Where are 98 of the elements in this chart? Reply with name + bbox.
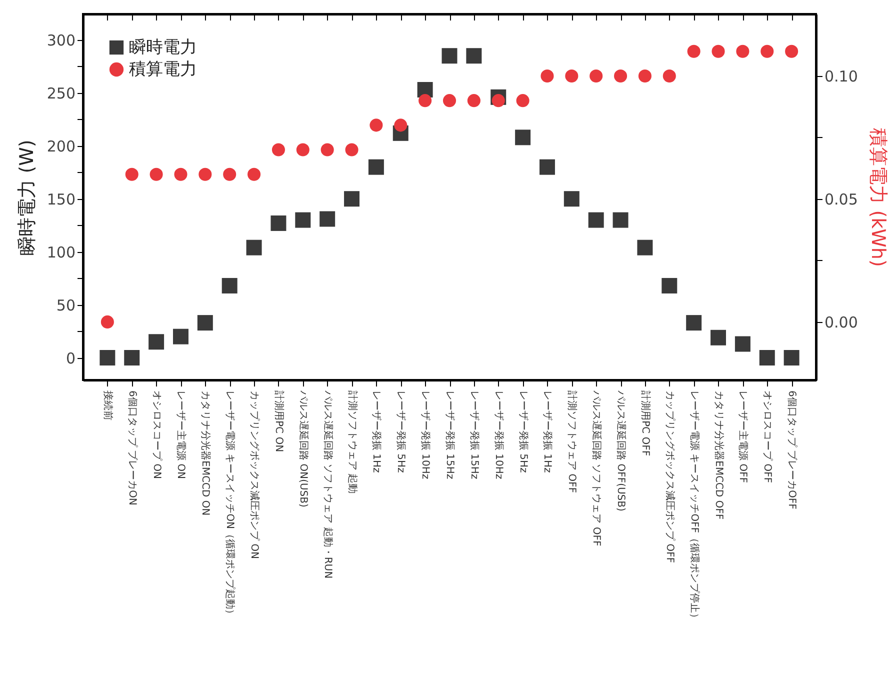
point xyxy=(442,48,458,64)
x-tick-label: 計測ソフトウェア OFF xyxy=(566,390,578,494)
point xyxy=(172,328,188,344)
point xyxy=(662,278,678,294)
x-tick-label: 接続前 xyxy=(102,390,114,420)
point xyxy=(296,143,310,156)
x-tick-label: レーザー発振 1Hz xyxy=(370,390,383,473)
y-tick-label: 0 xyxy=(66,349,76,368)
x-tick-label: 計測ソフトウェア 起動 xyxy=(346,390,358,494)
point xyxy=(222,278,238,294)
x-tick-label: カタリナ分光器EMCCD ON xyxy=(200,390,212,516)
legend-label: 瞬時電力 xyxy=(129,38,197,58)
x-tick-label: レーザー電源 キースイッチOFF（循環ポンプ停止） xyxy=(688,390,700,624)
point xyxy=(442,94,456,108)
x-tick-label: パルス遅延回路 ON(USB) xyxy=(297,390,310,508)
y-tick-label: 50 xyxy=(56,296,76,314)
point xyxy=(466,48,482,64)
x-tick-label: レーザー発振 15Hz xyxy=(468,390,480,480)
point xyxy=(150,168,163,181)
point xyxy=(564,191,580,207)
x-tick-label: 計測用PC OFF xyxy=(639,390,652,456)
y2-axis-title: 積算電力 (kWh) xyxy=(866,128,889,267)
x-tick-label: レーザー電源 キースイッチON（循環ポンプ起動） xyxy=(224,390,236,620)
point xyxy=(368,159,384,175)
y-tick-label: 100 xyxy=(46,243,76,262)
point xyxy=(515,130,531,146)
legend-label: 積算電力 xyxy=(129,60,197,80)
point xyxy=(539,159,555,175)
point xyxy=(197,315,213,331)
point xyxy=(734,336,750,352)
y2-tick-label: 0.05 xyxy=(824,190,858,208)
x-tick-label: レーザー発振 15Hz xyxy=(444,390,456,480)
x-tick-label: 6個口タップ ブレーカON xyxy=(126,390,138,506)
point xyxy=(710,330,726,346)
y-tick-label: 200 xyxy=(46,137,76,156)
point xyxy=(272,143,285,156)
point xyxy=(100,315,114,328)
point xyxy=(148,334,164,350)
x-tick-label: レーザー発振 10Hz xyxy=(420,390,432,480)
y2-tick-label: 0.00 xyxy=(824,313,858,332)
x-tick-label: レーザー発振 1Hz xyxy=(542,390,554,473)
x-tick-label: カタリナ分光器EMCCD OFF xyxy=(712,390,725,520)
point xyxy=(712,44,725,58)
point xyxy=(125,168,138,181)
point xyxy=(248,168,261,181)
point xyxy=(588,212,604,228)
x-tick-label: 6個口タップ ブレーカOFF xyxy=(786,390,798,510)
point xyxy=(295,212,311,228)
point xyxy=(662,69,676,82)
point xyxy=(590,69,603,82)
point xyxy=(736,44,750,58)
x-tick-label: レーザー主電源 ON xyxy=(175,390,188,480)
point xyxy=(223,168,236,181)
point xyxy=(516,94,530,108)
x-tick-label: 計測用PC ON xyxy=(272,390,285,452)
point xyxy=(320,143,334,156)
point xyxy=(565,69,578,82)
point xyxy=(612,212,628,228)
point xyxy=(174,168,188,181)
point xyxy=(492,94,505,108)
point xyxy=(686,315,702,331)
point xyxy=(785,44,798,58)
x-tick-label: カップリングボックス減圧ポンプ ON xyxy=(248,390,261,560)
point xyxy=(394,118,408,132)
y-axis-title: 瞬時電力 (W) xyxy=(16,140,38,256)
x-tick-label: レーザー発振 5Hz xyxy=(395,390,408,473)
point xyxy=(638,69,652,82)
x-tick-label: オシロスコープ ON xyxy=(150,390,163,480)
point xyxy=(198,168,212,181)
x-tick-label: レーザー発振 10Hz xyxy=(492,390,505,480)
point xyxy=(270,215,286,231)
point xyxy=(418,94,432,108)
point xyxy=(320,211,336,227)
x-tick-label: パルス遅延回路 OFF(USB) xyxy=(615,390,628,512)
point xyxy=(540,69,554,82)
y2-tick-label: 0.10 xyxy=(824,67,858,86)
y-tick-label: 150 xyxy=(46,190,76,208)
point xyxy=(687,44,700,58)
x-tick-label: オシロスコープ OFF xyxy=(762,390,774,484)
x-tick-label: カップリングボックス減圧ポンプ OFF xyxy=(664,390,676,564)
point xyxy=(784,350,800,366)
y-tick-label: 300 xyxy=(46,31,76,50)
point xyxy=(100,350,116,366)
point xyxy=(370,118,383,132)
point xyxy=(760,44,774,58)
point xyxy=(467,94,480,108)
point xyxy=(344,191,360,207)
point xyxy=(345,143,358,156)
x-tick-label: パルス遅延回路 ソフトウェア 起動・RUN xyxy=(322,390,334,579)
x-tick-label: パルス遅延回路 ソフトウェア OFF xyxy=(590,390,603,546)
point xyxy=(246,240,262,256)
x-tick-label: レーザー主電源 OFF xyxy=(737,390,750,484)
x-tick-label: レーザー発振 5Hz xyxy=(517,390,530,473)
point xyxy=(614,69,628,82)
point xyxy=(124,350,140,366)
y-tick-label: 250 xyxy=(46,84,76,102)
point xyxy=(759,350,775,366)
point xyxy=(637,240,653,256)
